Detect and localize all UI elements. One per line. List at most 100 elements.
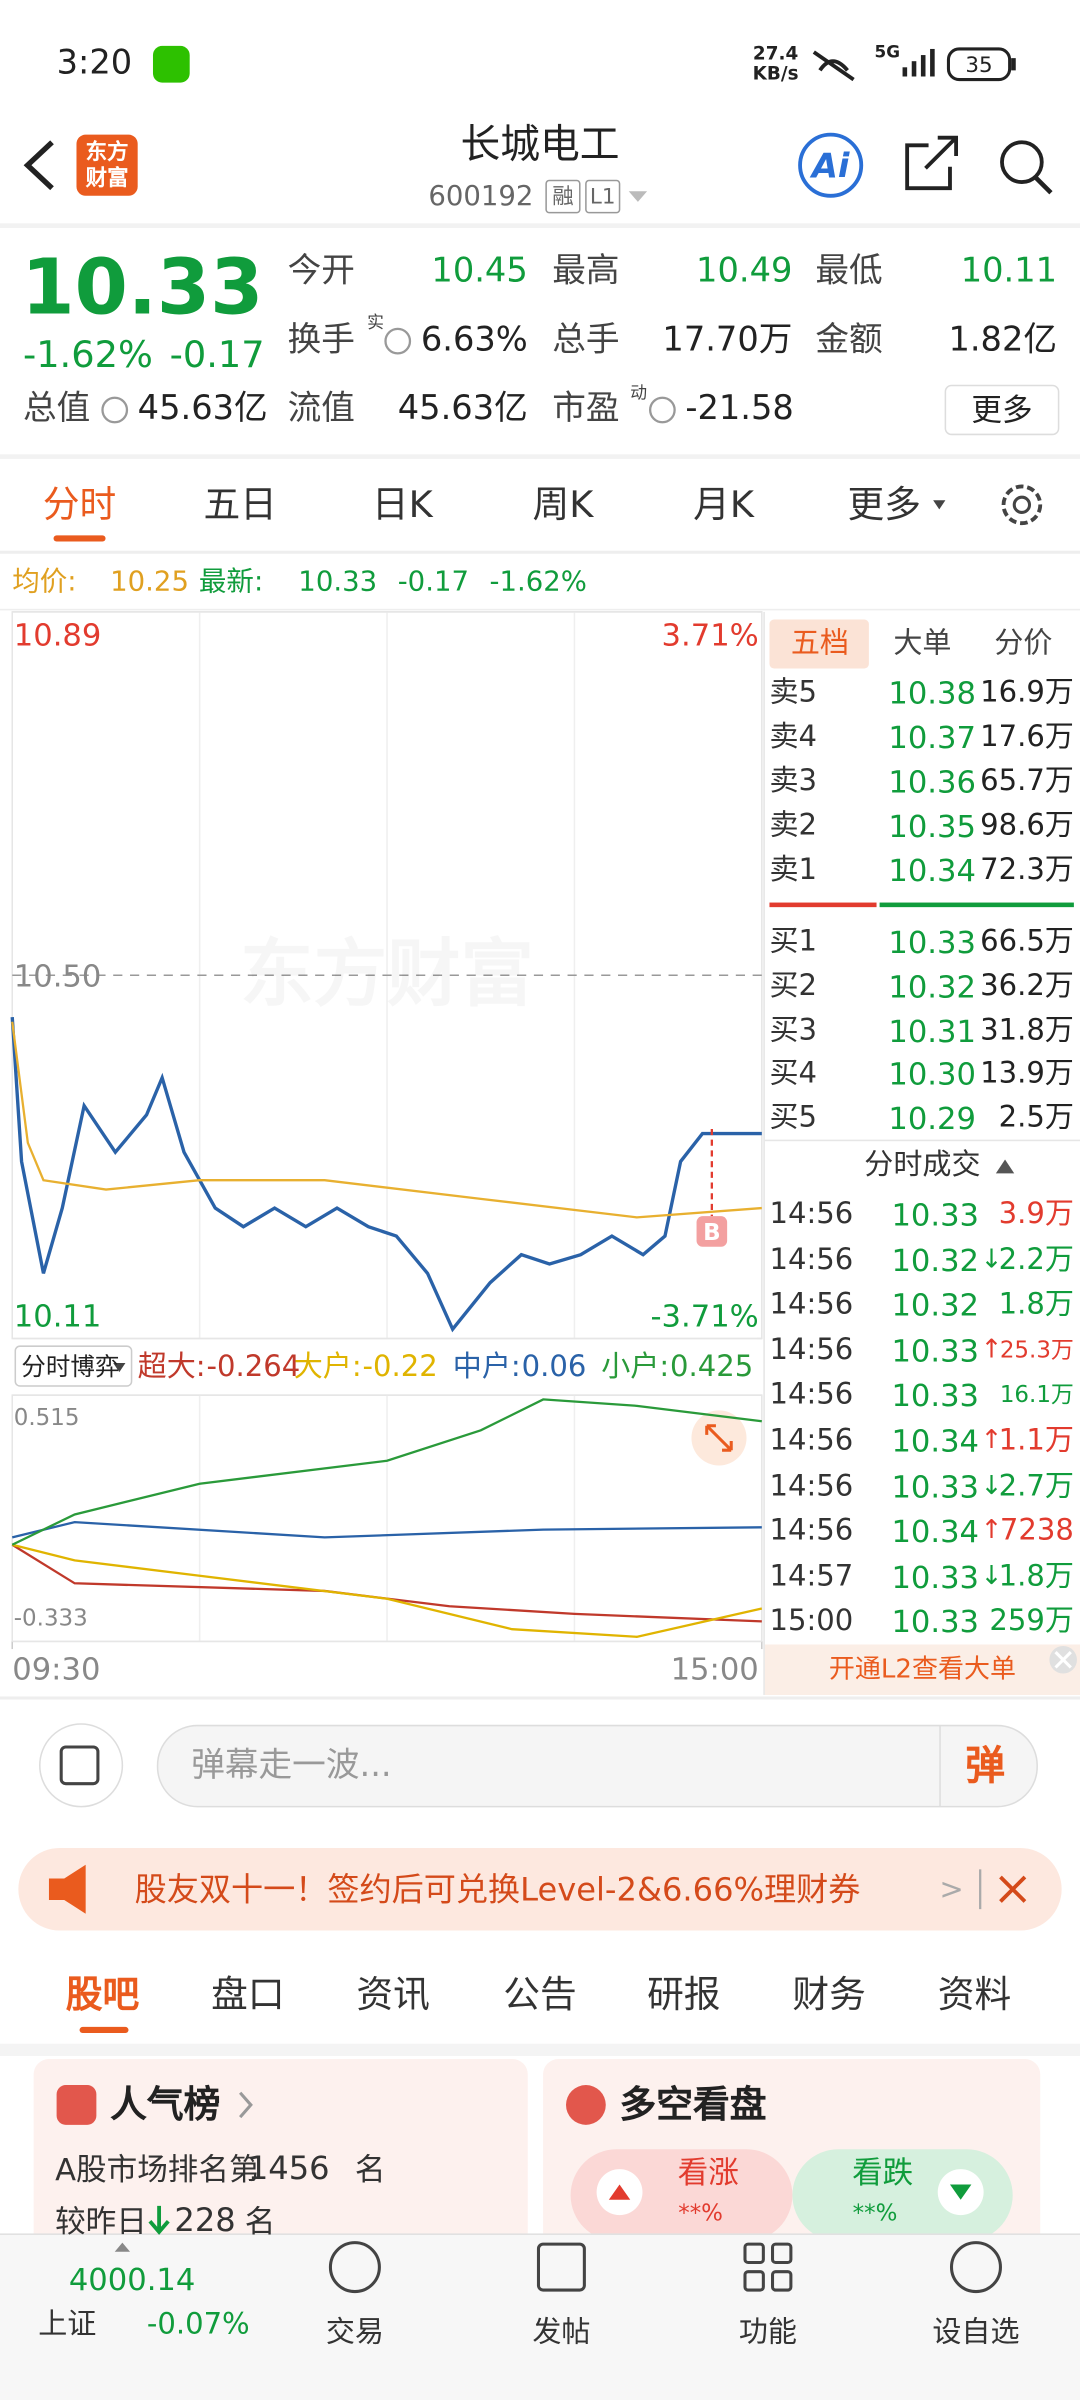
- trade-direction: ↑: [980, 1334, 1003, 1365]
- legend-separator: :: [510, 1350, 521, 1384]
- period-tab[interactable]: 周K: [532, 483, 594, 527]
- stat-sup: 实: [367, 312, 384, 333]
- book-price: 10.29: [888, 1100, 976, 1137]
- more-button[interactable]: [944, 384, 1060, 436]
- divider: [939, 1725, 941, 1807]
- period-tab[interactable]: 日K: [371, 483, 433, 527]
- nav-item[interactable]: 功能: [738, 2315, 798, 2349]
- logo-text: 东方: [85, 140, 129, 166]
- period-tab[interactable]: 月K: [693, 483, 754, 527]
- forum-tab[interactable]: 研报: [647, 1973, 721, 2017]
- forum-tab[interactable]: 资讯: [356, 1973, 430, 2017]
- nav-item[interactable]: 发帖: [532, 2315, 591, 2349]
- book-label: 买1: [769, 924, 818, 959]
- danmaku-button[interactable]: 弹: [965, 1743, 1006, 1790]
- trade-price: 10.33: [891, 1467, 980, 1505]
- book-tab[interactable]: 五档: [790, 626, 850, 661]
- divider: [0, 550, 1080, 554]
- book-price: 10.35: [888, 807, 976, 845]
- search-handle: [1034, 175, 1053, 195]
- settings-button[interactable]: [1001, 484, 1043, 526]
- book-volume: 98.6万: [980, 808, 1074, 843]
- nav-item[interactable]: 设自选: [932, 2315, 1020, 2349]
- ai-button[interactable]: [798, 132, 864, 198]
- period-tab[interactable]: 分时: [42, 483, 117, 527]
- share-button[interactable]: [905, 135, 959, 191]
- up-triangle: [114, 2242, 131, 2252]
- y-tick-label: -0.333: [13, 1603, 88, 1632]
- annotation: B: [703, 1218, 721, 1246]
- forum-tab[interactable]: 盘口: [211, 1973, 285, 2017]
- bear-label: 看跌: [852, 2153, 914, 2191]
- flow-selector-label[interactable]: 分时博弈: [21, 1352, 120, 1382]
- danmaku-input[interactable]: [156, 1724, 1038, 1808]
- tab-underline: [79, 2026, 129, 2034]
- settings-center: [1012, 495, 1032, 514]
- stat-value: -21.58: [685, 390, 794, 429]
- expand-icon: [705, 1424, 733, 1452]
- legend-separator: :: [195, 1350, 206, 1384]
- banner-bg[interactable]: [18, 1847, 1062, 1931]
- divider: [0, 608, 1080, 611]
- avg-label: 均价:: [12, 566, 77, 599]
- l2-bar[interactable]: [764, 1644, 1080, 1695]
- danmaku-toggle[interactable]: [39, 1723, 124, 1808]
- index-value[interactable]: 4000.14: [68, 2260, 196, 2298]
- app-logo: [76, 134, 138, 196]
- danmaku-placeholder[interactable]: 弹幕走一波...: [191, 1746, 392, 1786]
- change-pct: -1.62%: [22, 333, 153, 377]
- tag: L1: [589, 185, 616, 210]
- megaphone-icon: [48, 1864, 86, 1914]
- book-volume: 2.5万: [998, 1100, 1074, 1135]
- book-volume: 65.7万: [980, 764, 1074, 798]
- period-tab[interactable]: 五日: [203, 483, 277, 527]
- l2-prompt[interactable]: 开通L2查看大单: [828, 1654, 1016, 1686]
- legend-name: 中户: [452, 1350, 511, 1384]
- book-price: 10.32: [888, 968, 976, 1005]
- book-volume: 16.9万: [980, 675, 1074, 710]
- trade-volume: 3.9万: [998, 1197, 1074, 1231]
- book-tab[interactable]: 大单: [893, 626, 952, 661]
- dropdown-icon[interactable]: [628, 191, 648, 202]
- forum-tab[interactable]: 公告: [503, 1973, 577, 2017]
- legend-name: 超大: [137, 1350, 196, 1384]
- trade-time: 14:56: [769, 1423, 854, 1458]
- series-line: [11, 1398, 762, 1546]
- banner-close[interactable]: [999, 1875, 1027, 1903]
- ask-bar: [769, 902, 877, 908]
- trade-time: 14:56: [769, 1332, 854, 1367]
- trade-time: 14:56: [769, 1513, 854, 1548]
- tab-underline: [53, 535, 106, 542]
- stat-value: 45.63亿: [397, 390, 528, 429]
- card-text: 名: [354, 2150, 386, 2188]
- forum-tab[interactable]: 股吧: [65, 1973, 140, 2017]
- latest-label: 最新:: [198, 566, 264, 599]
- avg-value: 10.25: [110, 566, 189, 599]
- book-price: 10.34: [888, 852, 976, 889]
- back-button[interactable]: [23, 140, 54, 191]
- battery-icon: [946, 47, 1012, 82]
- nav-item[interactable]: 交易: [325, 2315, 384, 2349]
- y-tick-label: 10.50: [13, 956, 102, 994]
- search-button[interactable]: [1000, 140, 1044, 184]
- book-label: 卖2: [769, 808, 818, 843]
- legend-value: -0.22: [362, 1350, 438, 1384]
- card-bg[interactable]: [33, 2059, 528, 2258]
- card-title: 人气榜: [110, 2083, 221, 2127]
- flow-selector[interactable]: [14, 1345, 133, 1387]
- stat-label: 流值: [287, 390, 355, 429]
- forum-tab[interactable]: 财务: [792, 1973, 866, 2017]
- trade-volume: 25.3万: [999, 1335, 1074, 1364]
- period-tab[interactable]: 更多: [847, 483, 921, 527]
- book-tab[interactable]: 分价: [994, 626, 1053, 661]
- more-button[interactable]: 更多: [971, 391, 1033, 429]
- stat-label: 金额: [815, 321, 883, 360]
- trade-time: 14:56: [769, 1242, 854, 1276]
- book-volume: 13.9万: [980, 1056, 1074, 1091]
- trade-direction: ↓: [980, 1560, 1003, 1592]
- collapse-icon[interactable]: [995, 1159, 1015, 1174]
- forum-tab[interactable]: 资料: [937, 1973, 1012, 2017]
- banner-text[interactable]: 股友双十一！签约后可兑换Level-2&6.66%理财券: [134, 1871, 861, 1909]
- trade-price: 10.33: [891, 1196, 980, 1233]
- net-speed: 27.4: [752, 42, 799, 65]
